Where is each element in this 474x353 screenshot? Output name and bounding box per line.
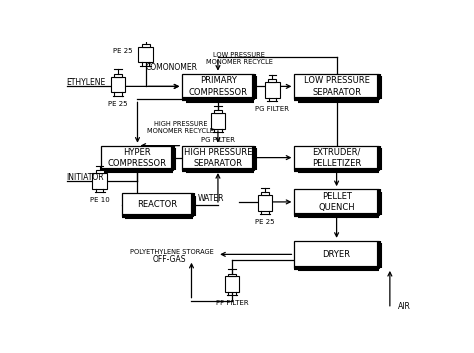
Text: AIR: AIR: [398, 301, 411, 311]
Text: PRIMARY
COMPRESSOR: PRIMARY COMPRESSOR: [189, 77, 247, 97]
Text: WATER: WATER: [198, 193, 225, 203]
Text: ETHYLENE: ETHYLENE: [66, 78, 106, 87]
Text: EXTRUDER/
PELLETIZER: EXTRUDER/ PELLETIZER: [312, 148, 361, 168]
Text: PG FILTER: PG FILTER: [255, 106, 289, 112]
Text: PE 25: PE 25: [108, 101, 128, 107]
Bar: [294, 241, 379, 268]
Text: HYPER
COMPRESSOR: HYPER COMPRESSOR: [108, 148, 167, 168]
Text: PE 25: PE 25: [113, 48, 133, 54]
Text: DRYER: DRYER: [323, 250, 351, 259]
Text: LOW PRESSURE
SEPARATOR: LOW PRESSURE SEPARATOR: [304, 77, 370, 97]
Text: LOW PRESSURE
MONOMER RECYCLE: LOW PRESSURE MONOMER RECYCLE: [206, 52, 273, 65]
Bar: [101, 146, 173, 170]
Text: OFF-GAS: OFF-GAS: [153, 255, 186, 264]
Text: REACTOR: REACTOR: [137, 200, 178, 209]
Bar: [294, 189, 379, 215]
Bar: [114, 74, 122, 77]
Text: HIGH PRESSURE
SEPARATOR: HIGH PRESSURE SEPARATOR: [184, 148, 252, 168]
Bar: [182, 74, 254, 100]
Bar: [92, 173, 107, 189]
Bar: [265, 82, 280, 98]
Text: PE 25: PE 25: [255, 219, 275, 225]
Bar: [225, 276, 239, 292]
Bar: [268, 79, 276, 82]
Text: HIGH PRESSURE
MONOMER RECYCLE: HIGH PRESSURE MONOMER RECYCLE: [147, 121, 214, 134]
Bar: [96, 170, 104, 173]
Text: PELLET
QUENCH: PELLET QUENCH: [318, 192, 355, 212]
Bar: [294, 146, 379, 170]
Bar: [182, 146, 254, 170]
Text: COMONOMER: COMONOMER: [146, 63, 198, 72]
Bar: [214, 110, 222, 113]
Bar: [110, 77, 125, 92]
Bar: [210, 113, 225, 129]
Text: PE 10: PE 10: [90, 197, 109, 203]
Bar: [142, 44, 150, 47]
Bar: [138, 47, 153, 62]
Bar: [294, 74, 379, 100]
Bar: [122, 193, 193, 216]
Bar: [258, 195, 272, 211]
Bar: [228, 274, 236, 276]
Text: INITIATOR: INITIATOR: [66, 173, 104, 182]
Text: POLYETHYLENE STORAGE: POLYETHYLENE STORAGE: [130, 249, 213, 255]
Text: PG FILTER: PG FILTER: [201, 137, 235, 143]
Bar: [261, 192, 269, 195]
Text: PF FILTER: PF FILTER: [216, 300, 248, 306]
